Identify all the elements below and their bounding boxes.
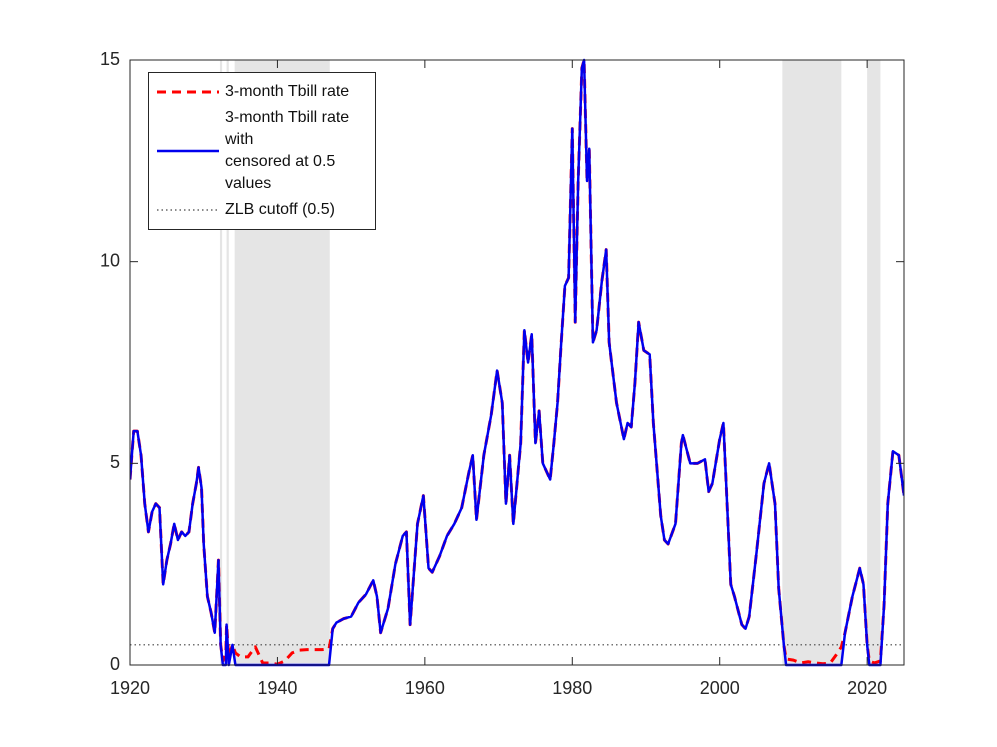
x-tick-label: 2020	[847, 678, 887, 698]
y-tick-label: 0	[110, 654, 120, 674]
legend-entry: 3-month Tbill rate with censored at 0.5 …	[149, 105, 375, 197]
x-tick-label: 1960	[405, 678, 445, 698]
legend-entry: ZLB cutoff (0.5)	[149, 197, 375, 223]
series-line	[130, 58, 904, 667]
legend-entry: 3-month Tbill rate	[149, 79, 375, 105]
legend-label: 3-month Tbill rate with censored at 0.5 …	[225, 109, 350, 192]
legend-label: 3-month Tbill rate	[225, 83, 350, 100]
legend: 3-month Tbill rate 3-month Tbill rate wit…	[148, 72, 376, 230]
y-tick-label: 5	[110, 452, 120, 472]
legend-swatch	[157, 209, 219, 211]
y-tick-label: 15	[100, 49, 120, 69]
shaded-period	[219, 60, 223, 665]
shaded-period	[867, 60, 881, 665]
axes-box	[129, 59, 905, 666]
x-tick-label: 1980	[552, 678, 592, 698]
x-tick-label: 2000	[700, 678, 740, 698]
legend-swatch	[157, 149, 219, 153]
shaded-period	[782, 60, 842, 665]
y-tick-label: 10	[100, 250, 120, 270]
shaded-period	[226, 60, 229, 665]
x-tick-label: 1920	[110, 678, 150, 698]
legend-label: ZLB cutoff (0.5)	[225, 201, 335, 218]
x-tick-label: 1940	[257, 678, 297, 698]
legend-swatch	[157, 90, 219, 94]
